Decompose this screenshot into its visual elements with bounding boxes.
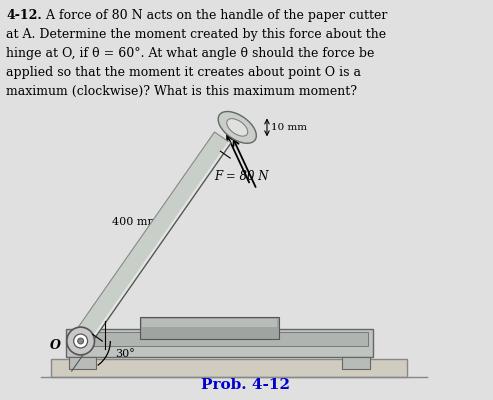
Polygon shape bbox=[72, 132, 231, 347]
Text: A: A bbox=[244, 122, 252, 133]
Ellipse shape bbox=[218, 112, 256, 143]
Ellipse shape bbox=[227, 119, 248, 136]
Bar bbox=[51, 359, 408, 377]
Text: maximum (clockwise)? What is this maximum moment?: maximum (clockwise)? What is this maximu… bbox=[6, 85, 357, 98]
Bar bbox=[69, 357, 97, 369]
Bar bbox=[70, 332, 368, 346]
Text: O: O bbox=[50, 340, 61, 352]
Circle shape bbox=[67, 327, 95, 355]
Text: at A. Determine the moment created by this force about the: at A. Determine the moment created by th… bbox=[6, 28, 387, 41]
Text: 4-12.: 4-12. bbox=[6, 9, 42, 22]
Bar bbox=[142, 319, 277, 327]
Bar bbox=[342, 357, 370, 369]
Bar bbox=[66, 329, 373, 357]
Text: θ: θ bbox=[205, 152, 212, 165]
Bar bbox=[140, 317, 279, 339]
Text: 10 mm: 10 mm bbox=[271, 123, 307, 132]
Text: 400 mm: 400 mm bbox=[112, 217, 159, 227]
Text: Prob. 4-12: Prob. 4-12 bbox=[201, 378, 289, 392]
Text: A force of 80 N acts on the handle of the paper cutter: A force of 80 N acts on the handle of th… bbox=[38, 9, 387, 22]
Text: hinge at O, if θ = 60°. At what angle θ should the force be: hinge at O, if θ = 60°. At what angle θ … bbox=[6, 47, 375, 60]
Circle shape bbox=[78, 338, 84, 344]
Text: F = 80 N: F = 80 N bbox=[214, 170, 269, 182]
Text: 30°: 30° bbox=[115, 349, 135, 359]
Circle shape bbox=[73, 334, 88, 348]
Text: applied so that the moment it creates about point O is a: applied so that the moment it creates ab… bbox=[6, 66, 361, 79]
